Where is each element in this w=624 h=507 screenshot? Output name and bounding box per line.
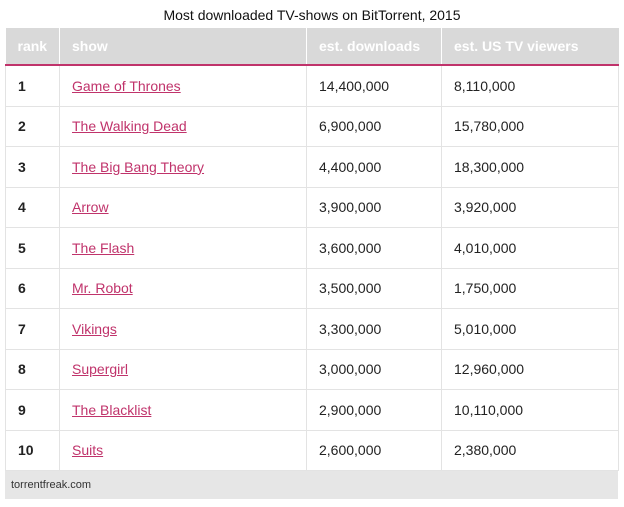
- show-link[interactable]: The Blacklist: [72, 401, 152, 418]
- rank-cell: 2: [5, 106, 60, 147]
- show-cell: Arrow: [59, 187, 307, 228]
- rank-cell: 9: [5, 389, 60, 431]
- table-title: Most downloaded TV-shows on BitTorrent, …: [163, 7, 461, 23]
- show-link[interactable]: Mr. Robot: [72, 280, 133, 297]
- table-row: 10 Suits 2,600,000 2,380,000: [5, 430, 619, 471]
- rank-cell: 7: [5, 308, 60, 350]
- downloads-cell: 3,300,000: [306, 308, 442, 350]
- table-header: rank show est. downloads est. US TV view…: [5, 28, 619, 66]
- show-cell: The Flash: [59, 227, 307, 269]
- table-row: 9 The Blacklist 2,900,000 10,110,000: [5, 389, 619, 431]
- show-cell: Game of Thrones: [59, 65, 307, 107]
- viewers-cell: 2,380,000: [441, 430, 619, 471]
- rank-cell: 6: [5, 268, 60, 309]
- viewers-cell: 3,920,000: [441, 187, 619, 228]
- downloads-table-container: rank show est. downloads est. US TV view…: [5, 28, 619, 499]
- show-link[interactable]: The Walking Dead: [72, 118, 187, 135]
- viewers-cell: 18,300,000: [441, 146, 619, 188]
- table-row: 8 Supergirl 3,000,000 12,960,000: [5, 349, 619, 390]
- header-row: rank show est. downloads est. US TV view…: [5, 28, 619, 66]
- show-link[interactable]: Vikings: [72, 320, 117, 337]
- downloads-cell: 6,900,000: [306, 106, 442, 147]
- show-link[interactable]: The Big Bang Theory: [72, 158, 205, 175]
- column-header-rank: rank: [5, 28, 60, 66]
- show-cell: The Blacklist: [59, 389, 307, 431]
- rank-cell: 3: [5, 146, 60, 188]
- viewers-cell: 10,110,000: [441, 389, 619, 431]
- table-row: 7 Vikings 3,300,000 5,010,000: [5, 308, 619, 350]
- show-cell: Mr. Robot: [59, 268, 307, 309]
- show-link[interactable]: Game of Thrones: [72, 77, 181, 94]
- column-header-downloads: est. downloads: [306, 28, 442, 66]
- show-link[interactable]: Supergirl: [72, 361, 129, 378]
- downloads-cell: 3,600,000: [306, 227, 442, 269]
- downloads-cell: 2,900,000: [306, 389, 442, 431]
- downloads-cell: 4,400,000: [306, 146, 442, 188]
- rank-cell: 1: [5, 65, 60, 107]
- viewers-cell: 5,010,000: [441, 308, 619, 350]
- downloads-cell: 3,500,000: [306, 268, 442, 309]
- column-header-show: show: [59, 28, 307, 66]
- table-row: 3 The Big Bang Theory 4,400,000 18,300,000: [5, 146, 619, 188]
- table-row: 2 The Walking Dead 6,900,000 15,780,000: [5, 106, 619, 147]
- rank-cell: 10: [5, 430, 60, 471]
- rank-cell: 8: [5, 349, 60, 390]
- table-row: 1 Game of Thrones 14,400,000 8,110,000: [5, 65, 619, 107]
- table-row: 4 Arrow 3,900,000 3,920,000: [5, 187, 619, 228]
- show-cell: Vikings: [59, 308, 307, 350]
- viewers-cell: 12,960,000: [441, 349, 619, 390]
- show-cell: Supergirl: [59, 349, 307, 390]
- downloads-cell: 14,400,000: [306, 65, 442, 107]
- source-footer: torrentfreak.com: [5, 471, 618, 499]
- show-link[interactable]: Suits: [72, 442, 104, 459]
- downloads-table: rank show est. downloads est. US TV view…: [5, 28, 619, 471]
- viewers-cell: 15,780,000: [441, 106, 619, 147]
- table-row: 6 Mr. Robot 3,500,000 1,750,000: [5, 268, 619, 309]
- show-link[interactable]: The Flash: [72, 239, 135, 256]
- downloads-cell: 3,000,000: [306, 349, 442, 390]
- show-cell: Suits: [59, 430, 307, 471]
- show-link[interactable]: Arrow: [72, 199, 109, 216]
- viewers-cell: 8,110,000: [441, 65, 619, 107]
- viewers-cell: 1,750,000: [441, 268, 619, 309]
- column-header-viewers: est. US TV viewers: [441, 28, 619, 66]
- viewers-cell: 4,010,000: [441, 227, 619, 269]
- table-body: 1 Game of Thrones 14,400,000 8,110,000 2 The …: [5, 65, 619, 471]
- show-cell: The Walking Dead: [59, 106, 307, 147]
- table-row: 5 The Flash 3,600,000 4,010,000: [5, 227, 619, 269]
- rank-cell: 4: [5, 187, 60, 228]
- downloads-cell: 3,900,000: [306, 187, 442, 228]
- rank-cell: 5: [5, 227, 60, 269]
- show-cell: The Big Bang Theory: [59, 146, 307, 188]
- downloads-cell: 2,600,000: [306, 430, 442, 471]
